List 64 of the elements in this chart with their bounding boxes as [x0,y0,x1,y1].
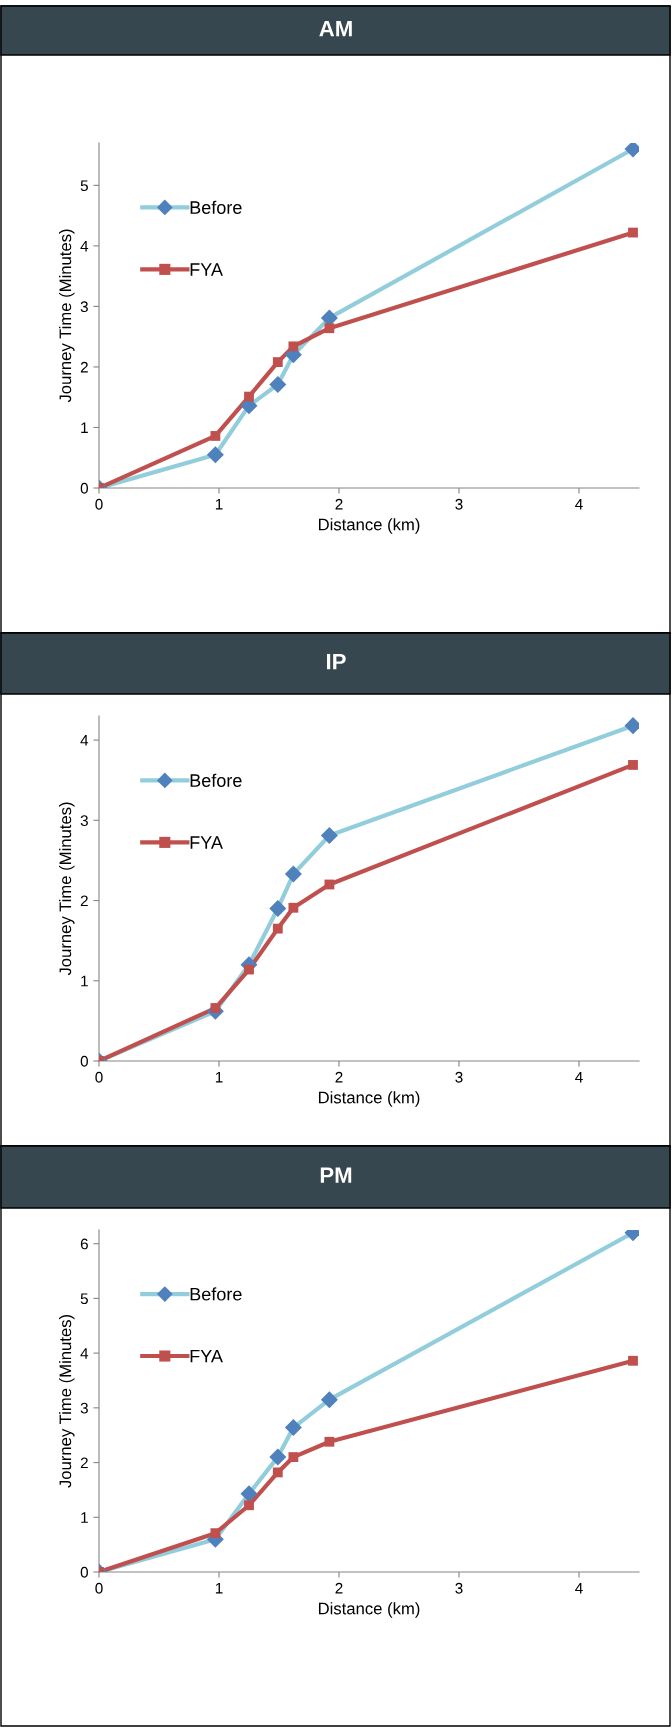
x-tick-label: 1 [215,498,223,510]
point [272,357,283,368]
y-tick-label: 4 [80,1348,89,1359]
y-tick-label: 2 [80,361,88,373]
y-tick-label: 0 [80,1055,88,1067]
legend-label: FYA [190,1349,223,1363]
y-axis-title: Journey Time (Minutes) [59,802,75,976]
point [210,1528,221,1539]
x-tick-label: 0 [95,1071,103,1083]
chart-title: AM [319,20,352,37]
y-tick-label: 0 [80,1566,88,1578]
x-axis-title: Distance (km) [318,518,420,534]
y-tick-label: 5 [80,180,88,192]
x-axis-title: Distance (km) [318,1602,420,1618]
legend-label: Before [190,200,242,214]
y-axis-title: Journey Time (Minutes) [59,229,75,403]
point [628,227,638,238]
point [284,1419,302,1437]
point [244,391,254,402]
x-tick-label: 1 [215,1582,223,1594]
point [288,341,299,352]
x-tick-label: 1 [215,1071,223,1083]
y-tick-label: 6 [80,1238,88,1250]
x-tick-label: 4 [575,498,583,510]
y-tick-label: 3 [80,301,88,313]
x-tick-label: 4 [575,1582,583,1594]
point [628,1355,638,1366]
y-tick-label: 1 [81,975,88,987]
chart-title: PM [320,1167,352,1183]
y-tick-label: 0 [80,482,88,494]
y-tick-label: 3 [80,815,88,826]
y-axis-title: Journey Time (Minutes) [59,1314,75,1488]
point [269,1448,287,1466]
y-tick-label: 4 [80,735,89,746]
legend-label: Before [190,1287,242,1301]
y-tick-label: 2 [80,1457,88,1469]
point [206,446,224,464]
x-tick-label: 3 [455,1582,463,1594]
chart-title: IP [326,653,346,670]
x-tick-label: 2 [335,498,343,510]
x-axis-title: Distance (km) [318,1091,420,1107]
x-tick-label: 2 [335,1071,343,1083]
y-tick-label: 2 [80,895,88,907]
x-tick-label: 2 [335,1582,343,1594]
y-tick-label: 5 [80,1293,88,1305]
y-tick-label: 4 [80,240,89,252]
point [324,1436,335,1447]
y-tick-label: 1 [81,422,88,434]
x-tick-label: 4 [575,1071,583,1083]
point [210,431,221,441]
x-tick-label: 3 [455,1071,463,1083]
x-tick-label: 3 [455,498,463,510]
point [244,1500,254,1511]
x-tick-label: 0 [95,498,103,510]
y-tick-label: 3 [80,1402,88,1414]
point [288,1452,299,1462]
y-tick-label: 1 [81,1512,88,1523]
legend-label: FYA [190,263,223,276]
point [324,323,335,334]
point [240,1485,258,1503]
point [320,1391,338,1409]
point [272,1467,283,1478]
point [269,375,287,394]
x-tick-label: 0 [95,1582,103,1594]
